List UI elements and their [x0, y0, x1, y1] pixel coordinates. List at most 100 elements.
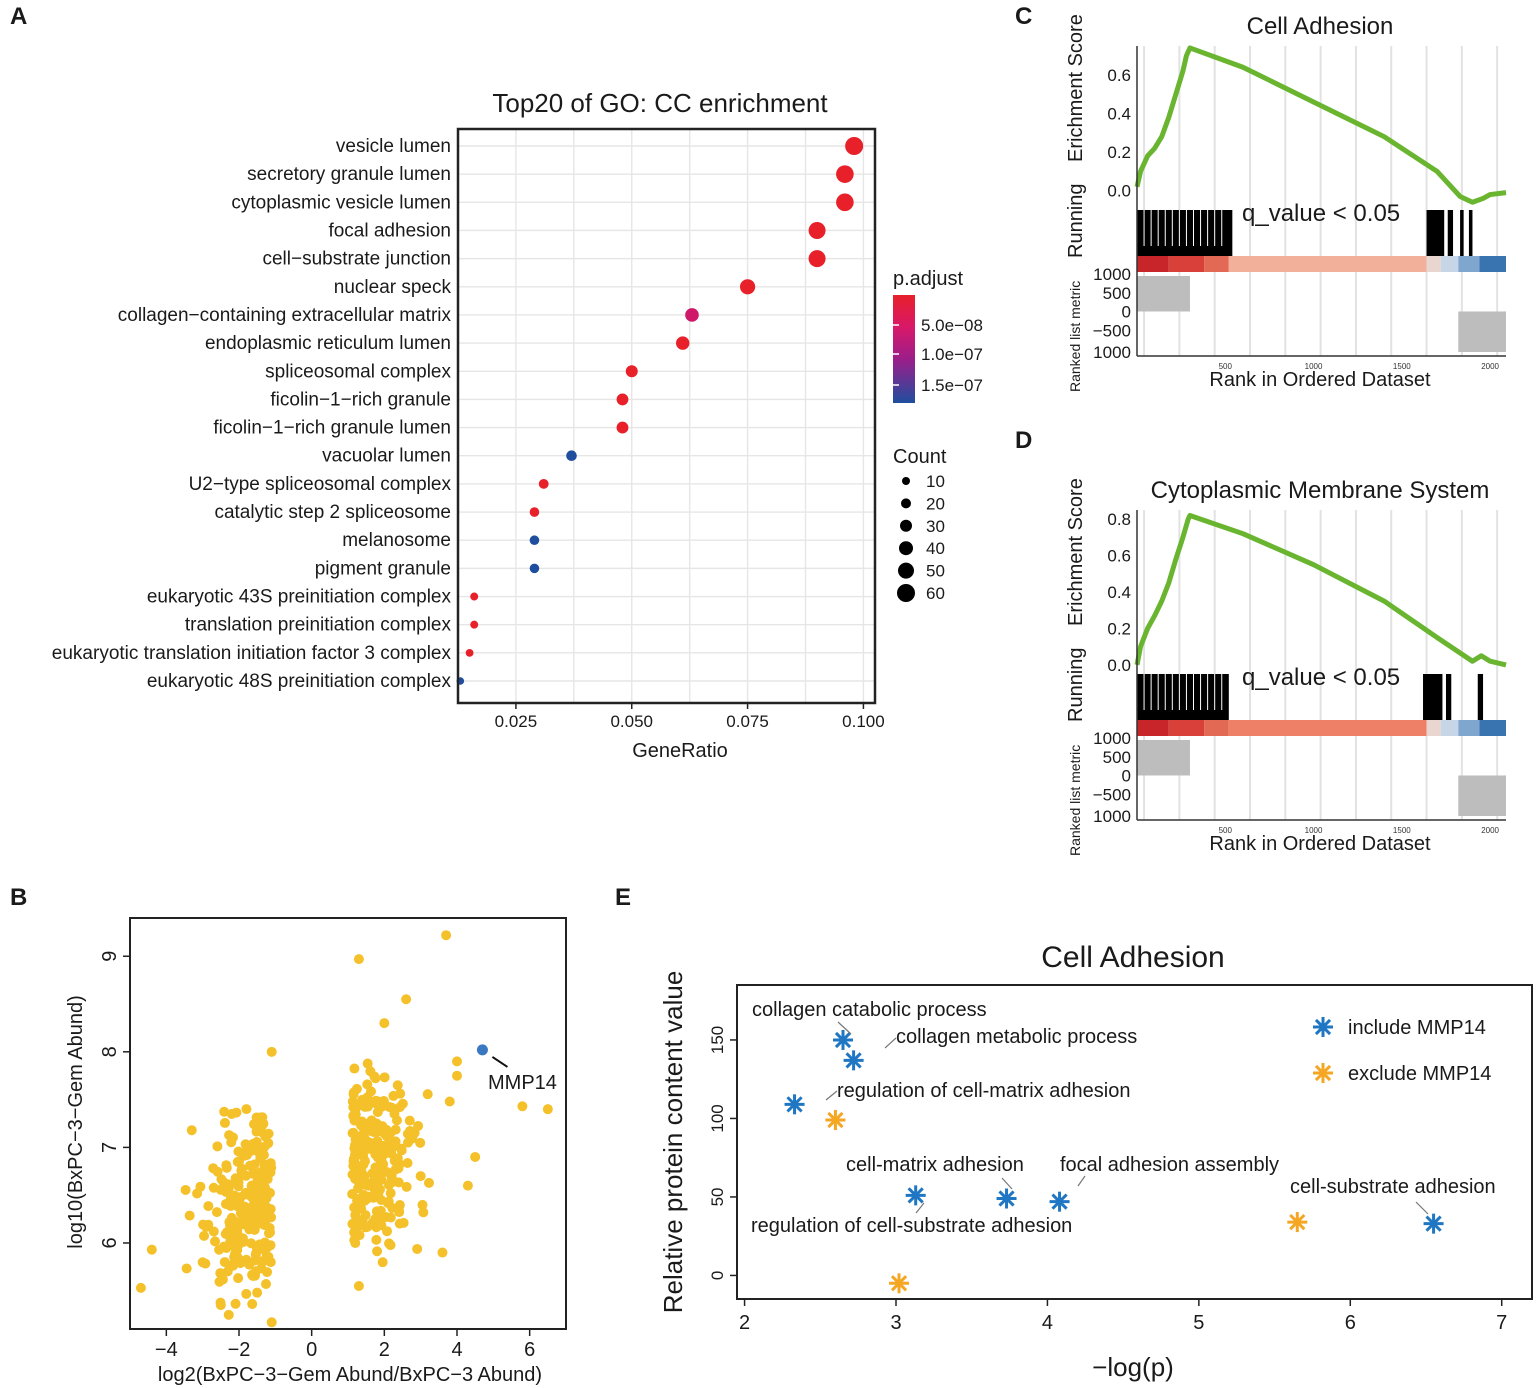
chart-e-frame — [736, 984, 1533, 1300]
scatter-point — [218, 1241, 229, 1252]
scatter-point — [218, 1177, 229, 1188]
exclude-mmp14-point — [1287, 1212, 1308, 1233]
scatter-point — [220, 1228, 231, 1239]
scatter-point — [197, 1257, 208, 1268]
scatter-point — [385, 1212, 396, 1223]
dot-point — [739, 279, 756, 295]
scatter-point — [402, 1157, 413, 1168]
scatter-point — [241, 1149, 252, 1160]
term-label: cytoplasmic vesicle lumen — [231, 192, 451, 213]
scatter-point — [417, 1199, 428, 1210]
mmp14-point — [476, 1044, 488, 1056]
term-label: vacuolar lumen — [322, 446, 451, 467]
scatter-point — [517, 1101, 528, 1112]
scatter-point — [246, 1238, 257, 1249]
x-tick-label: 6 — [524, 1339, 535, 1361]
scatter-point — [263, 1128, 274, 1139]
size-legend-label: 10 — [926, 472, 945, 491]
term-label: endoplasmic reticulum lumen — [205, 333, 451, 354]
term-label: cell−substrate junction — [262, 249, 451, 270]
scatter-point — [452, 1056, 462, 1067]
gsea-ylabel-es: Erichment Score — [1065, 14, 1087, 162]
scatter-point — [385, 1188, 396, 1199]
gsea-metric-positive — [1137, 740, 1190, 776]
scatter-point — [362, 1058, 373, 1069]
chart-b-xticks: −4 −2 0 2 4 6 — [155, 1329, 535, 1361]
gsea-es-curve — [1134, 45, 1507, 205]
scatter-point — [241, 1288, 252, 1299]
scatter-point — [245, 1212, 256, 1223]
scatter-point — [441, 930, 452, 941]
scatter-point — [258, 1171, 269, 1182]
gsea-metric-tick: 1000 — [1093, 343, 1131, 362]
scatter-point — [266, 1212, 277, 1223]
scatter-point — [371, 1206, 382, 1217]
scatter-point — [264, 1227, 275, 1238]
gsea-es-tick: 0.2 — [1107, 619, 1131, 638]
gsea-rank-bar-segment — [1204, 256, 1229, 272]
size-legend-dot — [901, 498, 911, 509]
term-label: eukaryotic translation initiation factor… — [52, 643, 452, 664]
x-tick-label: 3 — [890, 1312, 901, 1334]
gsea-metric-tick: −500 — [1093, 321, 1131, 340]
colorbar-label: 1.5e−07 — [921, 376, 983, 395]
exclude-mmp14-point — [889, 1273, 910, 1294]
scatter-point — [367, 1168, 378, 1179]
scatter-point — [352, 1135, 363, 1146]
scatter-point — [462, 1180, 473, 1191]
scatter-point — [350, 1105, 361, 1116]
scatter-point — [392, 1080, 403, 1091]
x-tick-label: 5 — [1193, 1312, 1204, 1334]
scatter-point — [376, 1195, 387, 1206]
gsea-rank-bar-segment — [1440, 256, 1459, 272]
scatter-point — [394, 1102, 405, 1113]
chart-a-title: Top20 of GO: CC enrichment — [492, 88, 828, 118]
scatter-point — [349, 1063, 360, 1074]
gsea-metric-tick: 1000 — [1093, 807, 1131, 826]
scatter-point — [266, 1046, 277, 1057]
y-tick-label: 9 — [99, 951, 121, 962]
panel-letter-e: E — [615, 884, 631, 911]
gsea-ylabel-es: Erichment Score — [1065, 478, 1087, 626]
chart-b-points — [135, 930, 553, 1328]
gsea-metric-tick: 500 — [1103, 748, 1131, 767]
scatter-point — [362, 1101, 373, 1112]
scatter-point — [249, 1224, 260, 1235]
gsea-rank-bar-segment — [1426, 256, 1441, 272]
dot-point — [836, 193, 854, 212]
size-legend-dot — [898, 562, 914, 579]
scatter-point — [423, 1177, 434, 1188]
scatter-point — [229, 1190, 240, 1201]
gsea-rank-bar-segment — [1440, 720, 1459, 736]
gsea-hit-block — [1447, 210, 1454, 256]
dot-point — [470, 592, 479, 601]
chart-e-title: Cell Adhesion — [1041, 941, 1224, 974]
scatter-point — [452, 1070, 462, 1081]
scatter-point — [362, 1079, 373, 1090]
chart-e-xticks: 2 3 4 5 6 7 — [739, 1299, 1507, 1334]
scatter-point — [238, 1203, 249, 1214]
dot-point — [616, 393, 629, 406]
gsea-metric-negative — [1458, 775, 1506, 816]
dot-point — [808, 250, 826, 268]
gsea-rank-tick: 500 — [1219, 362, 1233, 371]
gsea-hit-block — [1137, 674, 1229, 720]
scatter-point — [401, 1181, 412, 1192]
term-label: eukaryotic 48S preinitiation complex — [147, 671, 452, 692]
gsea-es-tick: 0.0 — [1107, 656, 1131, 675]
scatter-point — [257, 1112, 268, 1123]
scatter-point — [354, 1230, 365, 1241]
scatter-point — [262, 1267, 273, 1278]
scatter-point — [363, 1180, 374, 1191]
scatter-point — [382, 1167, 393, 1178]
gsea-es-tick: 0.6 — [1107, 547, 1131, 566]
size-legend-label: 20 — [926, 494, 945, 513]
gsea-ylabel-metric: Ranked list metric — [1067, 281, 1083, 392]
gsea-es-curve — [1134, 512, 1507, 668]
scatter-point — [384, 1238, 395, 1249]
scatter-point — [415, 1137, 426, 1148]
scatter-point — [379, 1072, 390, 1083]
scatter-point — [226, 1200, 237, 1211]
scatter-point — [386, 1148, 397, 1159]
legend-include-label: include MMP14 — [1348, 1017, 1486, 1039]
